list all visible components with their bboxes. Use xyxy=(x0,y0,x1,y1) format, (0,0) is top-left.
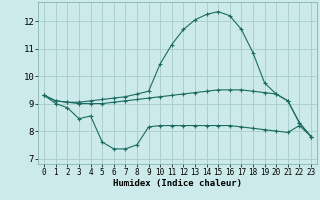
X-axis label: Humidex (Indice chaleur): Humidex (Indice chaleur) xyxy=(113,179,242,188)
